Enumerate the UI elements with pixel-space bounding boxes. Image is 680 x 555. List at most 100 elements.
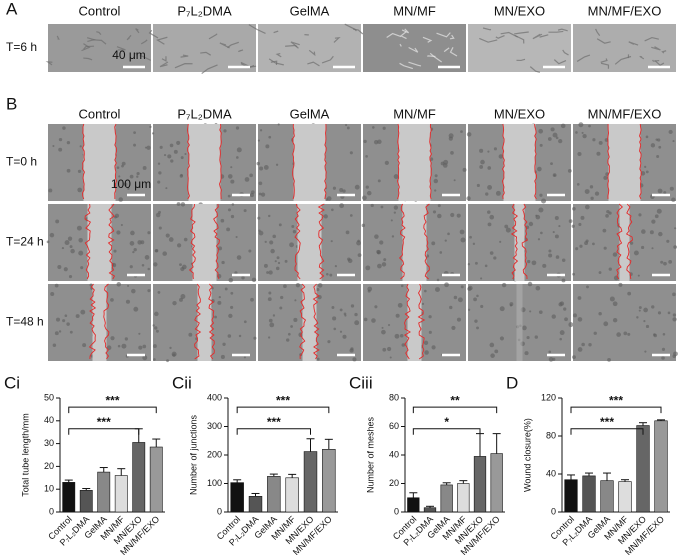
cell [627,291,632,296]
cell [267,297,272,302]
cell [505,227,511,233]
cell [327,340,331,344]
column-header: GelMA [290,106,330,121]
cell-network [174,63,193,69]
cell [656,154,660,158]
cell [658,231,663,237]
cell [672,292,676,297]
cell-network [275,52,282,58]
cell [76,225,82,231]
column-header: Control [79,106,121,121]
cell-network [148,29,159,39]
cell [450,151,454,155]
wound-edge [510,203,519,280]
cell [131,288,136,294]
cell [381,262,387,267]
cell [370,203,374,208]
y-tick-label: 0 [49,506,54,516]
cell [158,226,162,230]
significance-label: *** [276,393,290,407]
cell [504,224,509,229]
cell [142,355,148,361]
cell [248,249,252,253]
cell [480,277,483,280]
cell [132,251,135,254]
cell [663,191,667,195]
cell [476,326,479,330]
cell [499,306,505,312]
cell [558,224,561,228]
cell-network [248,24,266,34]
cell [155,249,159,253]
cell [668,259,673,264]
cell [180,202,186,207]
cell [429,157,434,161]
cell [79,145,82,148]
cell [603,175,608,180]
cell [571,224,575,228]
cell-network [596,38,611,44]
cell [362,195,367,201]
cell-network [628,41,639,46]
cell [165,187,168,190]
cell [550,127,555,132]
wound-edge [534,123,537,200]
cell [578,222,582,226]
cell [268,214,271,218]
wound-area [407,284,422,361]
cell [294,299,297,302]
cell [389,356,392,359]
row-label: T=6 h [6,40,37,54]
cell [227,334,232,338]
cell [432,210,437,214]
cell [278,223,282,227]
cell [666,239,670,243]
cell [598,312,602,316]
cell [269,240,274,245]
cell [68,275,73,279]
cell [558,139,563,144]
cell-network [539,34,549,38]
cell [439,251,443,254]
y-axis-label: Wound closure(%) [522,418,532,492]
cell [575,247,579,251]
cell [607,358,611,362]
cell [657,311,662,315]
cell [468,285,473,291]
cell [633,250,639,256]
cell [277,261,281,265]
cell [552,132,558,138]
y-tick-label: 400 [207,392,222,402]
cell-network [92,39,107,45]
wound-area [83,124,116,201]
cell [558,302,563,307]
cell-network [45,61,53,66]
panel-label: Ciii [349,373,373,392]
cell [169,346,172,350]
cell [377,263,382,269]
cell [448,133,454,139]
wound-area [188,124,221,201]
cell-network [161,56,167,62]
cell [180,173,183,177]
cell [354,184,360,190]
cell [561,258,566,263]
cell [640,171,646,176]
cell [656,208,662,214]
cell [493,256,497,260]
cell [643,320,646,323]
cell [400,284,404,288]
cell-network [516,58,526,62]
cell [526,335,530,340]
cell [121,161,126,166]
bar [618,481,632,513]
cell-network [135,28,140,34]
cell [668,129,673,135]
cell [559,330,565,336]
cell [663,261,667,266]
cell [258,181,263,186]
cell [489,251,494,255]
cell [618,282,623,287]
cell [77,169,82,173]
